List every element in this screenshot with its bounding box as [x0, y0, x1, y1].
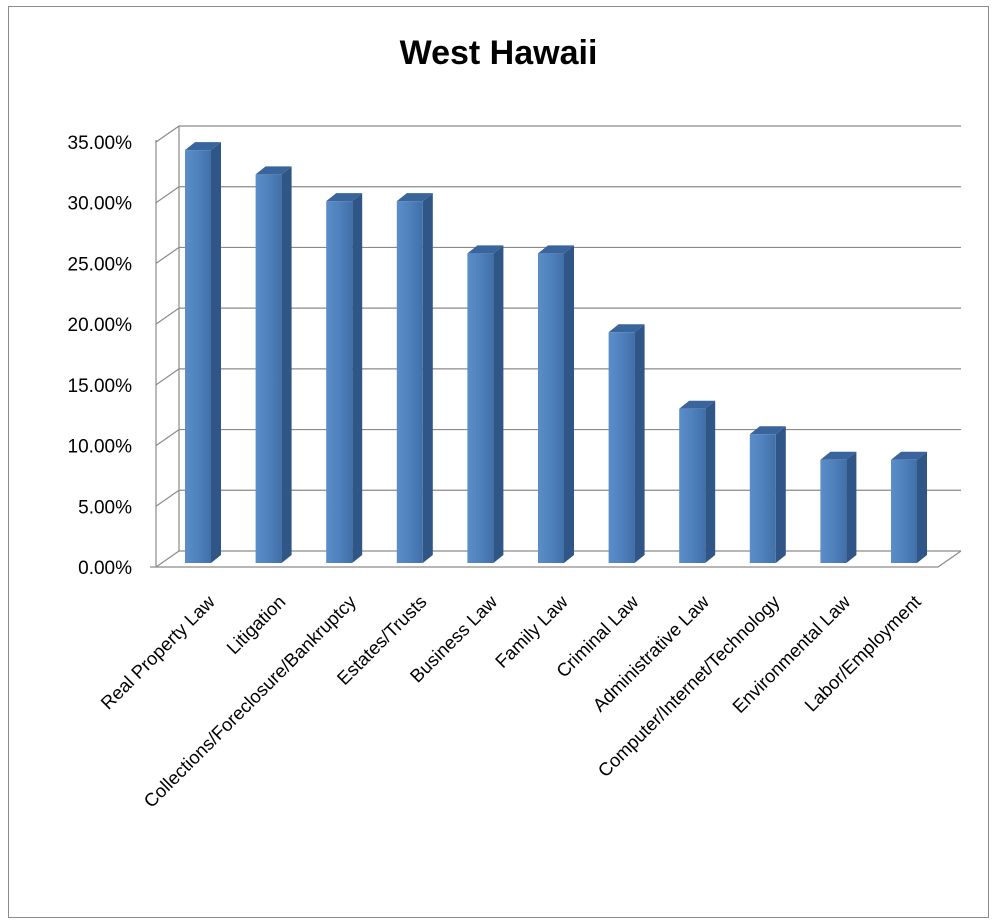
bar-side — [422, 193, 433, 563]
bar — [608, 324, 645, 563]
y-tick-label: 5.00% — [78, 497, 132, 518]
bar-top — [538, 245, 574, 254]
y-tick-label: 30.00% — [68, 194, 133, 215]
bar-front — [820, 459, 847, 563]
gridline-depth — [155, 186, 180, 204]
bar-top — [396, 193, 433, 202]
bar-front — [608, 332, 635, 563]
bars — [185, 142, 927, 563]
bar — [679, 400, 716, 563]
y-tick-label: 10.00% — [68, 437, 133, 458]
bar-front — [679, 408, 706, 563]
chart-title: West Hawaii — [399, 34, 598, 72]
y-tick-label: 25.00% — [68, 254, 133, 275]
gridline-depth — [155, 125, 180, 143]
y-tick-label: 35.00% — [68, 133, 133, 154]
bar — [326, 193, 363, 563]
y-tick-label: 15.00% — [68, 376, 133, 397]
bar-front — [396, 201, 423, 563]
bar — [255, 166, 292, 563]
axes — [150, 126, 962, 568]
bar-top — [891, 451, 927, 460]
x-tick-label: Real Property Law — [96, 591, 219, 714]
bar — [820, 451, 857, 563]
bar-front — [538, 253, 564, 563]
bar-top — [749, 426, 786, 435]
bar-top — [679, 400, 716, 409]
bar-side — [211, 142, 221, 563]
x-tick-labels: Real Property Law LitigationCollections/F… — [96, 590, 924, 811]
bar — [185, 142, 221, 563]
bar-side — [493, 245, 504, 563]
bar-side — [352, 193, 363, 563]
gridline-depth — [155, 368, 180, 386]
y-tick-label: 0.00% — [78, 558, 132, 579]
gridline-depth — [155, 489, 180, 507]
bar-top — [820, 451, 857, 460]
bar-top — [255, 166, 292, 175]
floor-edge — [156, 550, 962, 568]
bar-side — [281, 166, 292, 563]
y-tick-labels: 0.00% 5.00% 10.00% 15.00% 20.00% 25.00% 30.00%… — [68, 133, 133, 579]
bar-front — [326, 201, 353, 563]
bar-side — [564, 245, 574, 563]
gridline-depth — [155, 429, 180, 447]
bar — [749, 426, 786, 563]
bar — [467, 245, 504, 563]
bar-side — [846, 451, 857, 563]
x-tick-label: Labor/Employment — [800, 591, 925, 716]
x-tick-label: Environmental Law — [728, 591, 855, 718]
bar-front — [185, 150, 211, 563]
gridline-depth — [155, 307, 180, 325]
bar-top — [467, 245, 504, 254]
bar-top — [608, 324, 645, 333]
bar — [891, 451, 927, 563]
bar-top — [185, 142, 221, 151]
bar-side — [917, 451, 927, 563]
gridline-depth — [155, 550, 180, 568]
bar-front — [749, 434, 776, 563]
x-tick-label: Administrative Law — [588, 591, 713, 716]
bar-side — [705, 400, 716, 563]
bar-top — [326, 193, 363, 202]
gridline-depth — [155, 246, 180, 264]
bar — [396, 193, 433, 563]
y-tick-label: 20.00% — [68, 315, 133, 336]
bar-side — [775, 426, 786, 563]
x-tick-label: Litigation — [222, 591, 289, 658]
bar — [538, 245, 574, 563]
bar-side — [634, 324, 645, 563]
bar-front — [467, 253, 494, 563]
bar-front — [255, 174, 282, 563]
bar-front — [891, 459, 917, 563]
